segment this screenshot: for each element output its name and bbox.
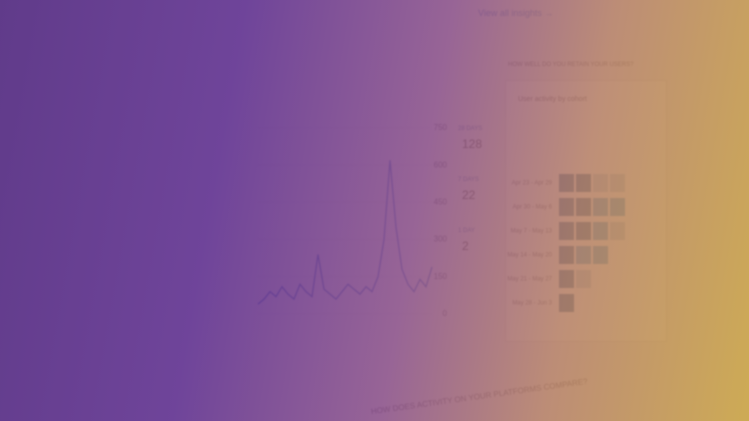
cohort-cell	[559, 270, 574, 288]
cohort-label: May 7 - May 13	[511, 229, 553, 235]
cohort-cell	[576, 222, 591, 240]
cohort-cell	[559, 198, 574, 216]
stat-label: 1 DAY	[458, 228, 475, 234]
cohort-cell	[576, 270, 591, 288]
cohort-cell	[559, 246, 574, 264]
cohort-cell	[610, 198, 625, 216]
cohort-label: May 14 - May 20	[507, 253, 552, 259]
cohort-cell	[576, 198, 591, 216]
cohort-cell	[559, 174, 574, 192]
y-tick-label: 300	[434, 235, 448, 244]
cohort-label: May 21 - May 27	[507, 277, 552, 283]
stat-value: 2	[462, 239, 469, 253]
cohort-label: Apr 30 - May 6	[513, 205, 553, 211]
cohort-cell	[610, 222, 625, 240]
cohort-cell	[593, 222, 608, 240]
cohort-label: May 28 - Jun 3	[512, 301, 552, 307]
cohort-cell	[576, 174, 591, 192]
y-tick-label: 450	[434, 198, 448, 207]
stat-value: 22	[462, 188, 476, 202]
cohort-cell	[576, 246, 591, 264]
activity-line	[257, 160, 433, 305]
cohort-label: Apr 23 - Apr 29	[512, 181, 553, 187]
cohort-cell	[559, 222, 574, 240]
cohort-cell	[559, 294, 574, 312]
cohort-cell	[593, 174, 608, 192]
cohort-cell	[593, 246, 608, 264]
stat-label: 28 DAYS	[458, 126, 483, 132]
y-tick-label: 150	[434, 272, 448, 281]
y-tick-label: 0	[443, 309, 448, 318]
y-tick-label: 750	[434, 123, 448, 132]
cohort-cell	[593, 198, 608, 216]
cohort-cell	[610, 174, 625, 192]
stat-value: 128	[462, 137, 483, 151]
y-tick-label: 600	[434, 160, 448, 169]
stat-label: 7 DAYS	[458, 177, 479, 183]
